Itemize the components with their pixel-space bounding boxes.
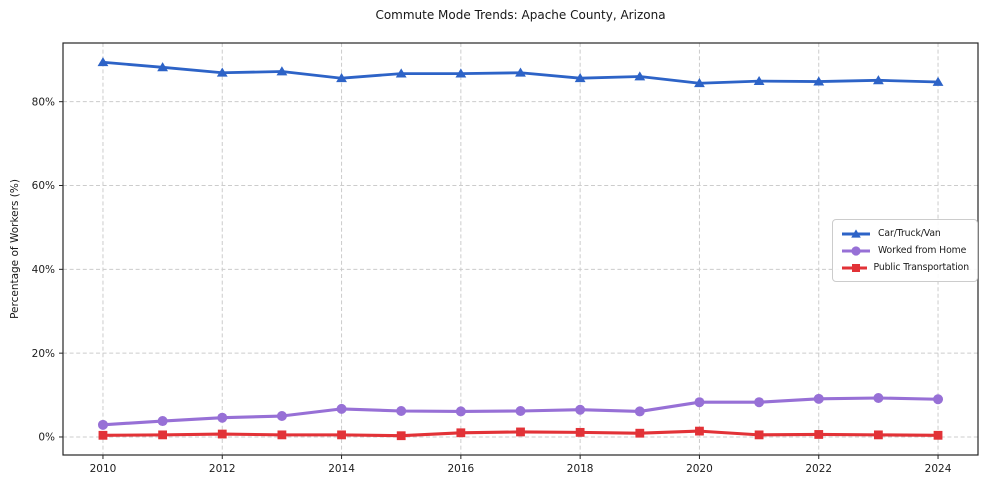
y-tick-label: 20% (32, 348, 55, 360)
legend-label: Car/Truck/Van (878, 228, 941, 239)
legend-label: Worked from Home (878, 245, 967, 256)
y-tick-label: 60% (32, 180, 55, 192)
chart-title: Commute Mode Trends: Apache County, Ariz… (375, 8, 666, 22)
series-worked-from-home (97, 392, 944, 430)
legend: Car/Truck/Van Worked from Home Public Tran… (832, 219, 978, 282)
square-marker-icon (842, 263, 867, 272)
triangle-marker-icon (842, 228, 870, 238)
x-tick-label: 2012 (209, 463, 236, 475)
x-tick-label: 2016 (447, 463, 474, 475)
y-tick-label: 80% (32, 96, 55, 108)
x-tick-label: 2024 (925, 463, 952, 475)
gridlines (63, 43, 978, 455)
legend-item-worked-from-home: Worked from Home (841, 245, 969, 257)
x-tick-label: 2018 (567, 463, 594, 475)
legend-item-public-transportation: Public Transportation (841, 262, 969, 274)
y-tick-label: 0% (38, 432, 55, 444)
series-public-transportation (98, 426, 943, 441)
y-tick-label: 40% (32, 264, 55, 276)
axes-border (62, 42, 979, 456)
y-axis-ticks: 0% 20% 40% 60% 80% (32, 96, 63, 444)
legend-label: Public Transportation (873, 262, 970, 273)
x-tick-label: 2022 (805, 463, 832, 475)
legend-item-car-truck-van: Car/Truck/Van (841, 228, 969, 240)
circle-marker-icon (842, 245, 870, 256)
x-tick-label: 2020 (686, 463, 713, 475)
series-car-truck-van (97, 57, 944, 88)
x-axis-ticks: 2010 2012 2014 2016 2018 2020 2022 2024 (90, 455, 952, 475)
x-tick-label: 2014 (328, 463, 355, 475)
x-tick-label: 2010 (90, 463, 117, 475)
